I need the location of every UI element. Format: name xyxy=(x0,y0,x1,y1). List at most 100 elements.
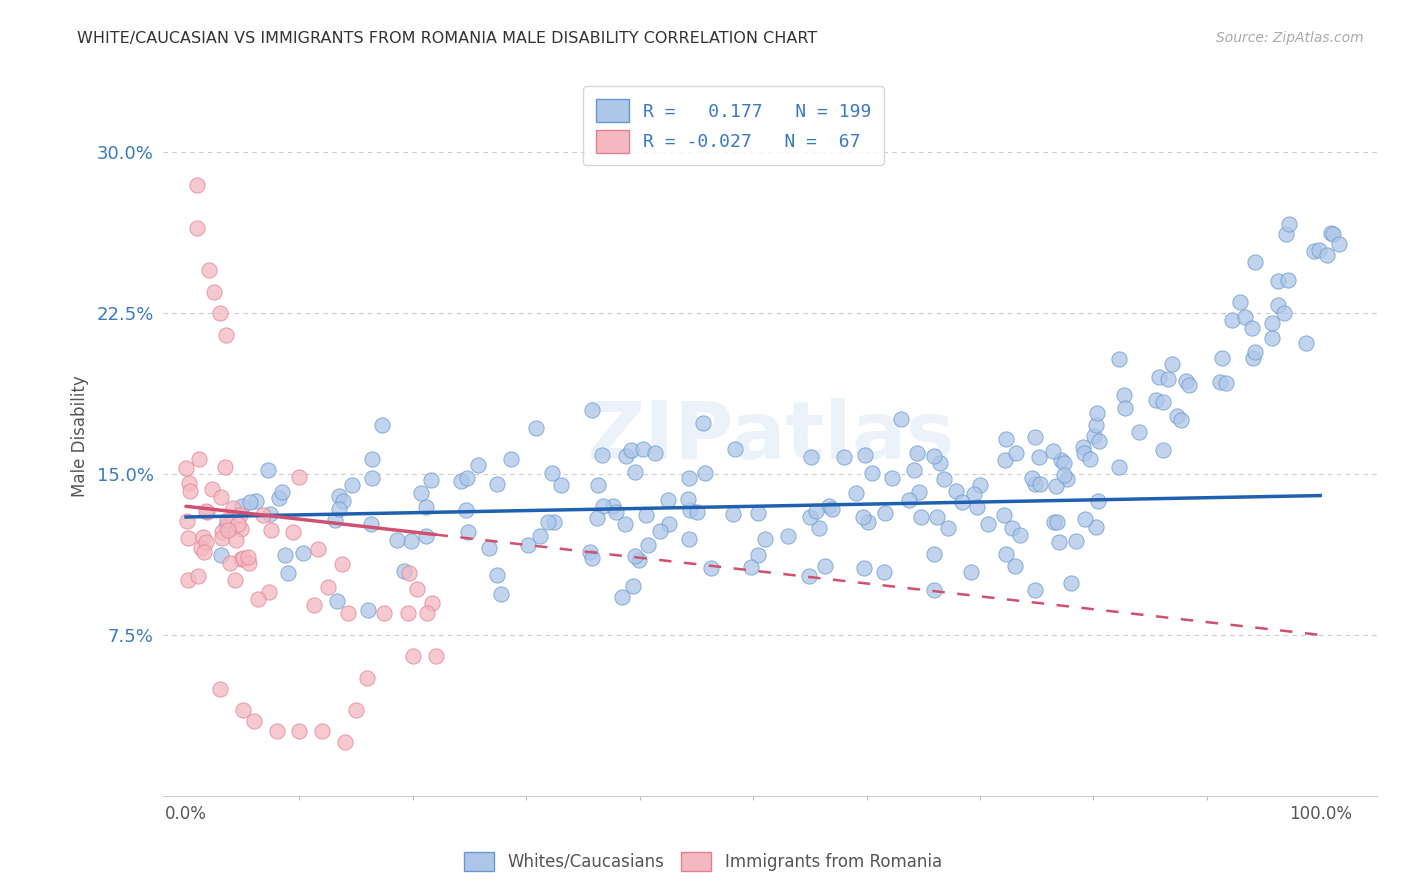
Point xyxy=(624,549,647,563)
Point xyxy=(620,442,643,457)
Point xyxy=(186,220,208,235)
Point xyxy=(450,474,472,488)
Point xyxy=(1085,418,1108,433)
Point xyxy=(804,504,827,518)
Point xyxy=(399,534,422,549)
Point xyxy=(1320,226,1343,240)
Point xyxy=(1056,472,1078,486)
Legend: R =   0.177   N = 199, R = -0.027   N =  67: R = 0.177 N = 199, R = -0.027 N = 67 xyxy=(583,87,884,165)
Point xyxy=(1073,512,1095,526)
Point xyxy=(209,490,232,504)
Point xyxy=(1261,317,1284,331)
Point xyxy=(360,516,382,531)
Point xyxy=(225,533,247,547)
Point xyxy=(1073,446,1095,460)
Point xyxy=(288,724,311,739)
Point xyxy=(1175,374,1198,388)
Point xyxy=(800,450,823,464)
Point xyxy=(499,451,522,466)
Point xyxy=(1267,274,1289,288)
Point xyxy=(222,501,245,516)
Point xyxy=(1024,582,1046,597)
Point xyxy=(1024,477,1046,491)
Point xyxy=(214,459,236,474)
Point xyxy=(747,548,769,562)
Point xyxy=(977,516,1000,531)
Point xyxy=(415,607,437,621)
Point xyxy=(1267,298,1289,312)
Point xyxy=(1157,372,1180,386)
Point xyxy=(454,502,477,516)
Point xyxy=(908,484,931,499)
Point xyxy=(1052,468,1074,483)
Point xyxy=(644,445,666,459)
Point xyxy=(215,519,238,533)
Point xyxy=(592,499,614,513)
Point xyxy=(179,484,201,499)
Point xyxy=(1241,320,1264,334)
Point xyxy=(392,564,415,578)
Point xyxy=(1060,576,1083,591)
Point xyxy=(1042,444,1064,458)
Point xyxy=(1050,453,1073,467)
Point xyxy=(1243,345,1265,359)
Point xyxy=(853,560,876,574)
Point xyxy=(1071,440,1094,454)
Point xyxy=(457,524,479,539)
Point xyxy=(1087,493,1109,508)
Point xyxy=(405,582,427,596)
Point xyxy=(1160,357,1182,371)
Point xyxy=(922,582,945,597)
Point xyxy=(585,511,607,525)
Point xyxy=(485,476,508,491)
Point xyxy=(260,523,283,537)
Point xyxy=(311,724,333,739)
Point xyxy=(862,467,884,481)
Point xyxy=(994,432,1017,446)
Point xyxy=(922,547,945,561)
Text: ZIPatlas: ZIPatlas xyxy=(586,398,955,475)
Point xyxy=(188,451,211,466)
Point xyxy=(419,473,441,487)
Point xyxy=(232,550,254,565)
Point xyxy=(1005,445,1028,459)
Point xyxy=(357,603,380,617)
Point xyxy=(485,567,508,582)
Point xyxy=(922,449,945,463)
Point xyxy=(232,703,254,717)
Point xyxy=(1208,375,1230,389)
Point xyxy=(211,531,233,545)
Point xyxy=(1085,520,1108,534)
Point xyxy=(1108,352,1130,367)
Point xyxy=(1047,534,1070,549)
Point xyxy=(740,559,762,574)
Point xyxy=(845,485,868,500)
Point xyxy=(945,484,967,499)
Point xyxy=(963,486,986,500)
Point xyxy=(1277,217,1299,231)
Point xyxy=(686,505,709,519)
Point xyxy=(631,442,654,456)
Point xyxy=(287,470,309,484)
Point xyxy=(1112,388,1135,402)
Point xyxy=(259,507,281,521)
Point xyxy=(873,565,896,579)
Point xyxy=(385,533,408,547)
Point xyxy=(873,506,896,520)
Point xyxy=(817,499,839,513)
Point xyxy=(754,532,776,546)
Point xyxy=(176,514,198,528)
Point xyxy=(238,556,260,570)
Y-axis label: Male Disability: Male Disability xyxy=(72,376,89,498)
Point xyxy=(1177,378,1199,392)
Point xyxy=(897,492,920,507)
Point xyxy=(332,493,354,508)
Point xyxy=(1128,425,1150,440)
Point xyxy=(291,546,314,560)
Point xyxy=(679,503,702,517)
Point xyxy=(1004,559,1026,574)
Point xyxy=(456,471,478,485)
Point xyxy=(1085,406,1108,420)
Point xyxy=(415,529,437,543)
Point xyxy=(209,548,232,562)
